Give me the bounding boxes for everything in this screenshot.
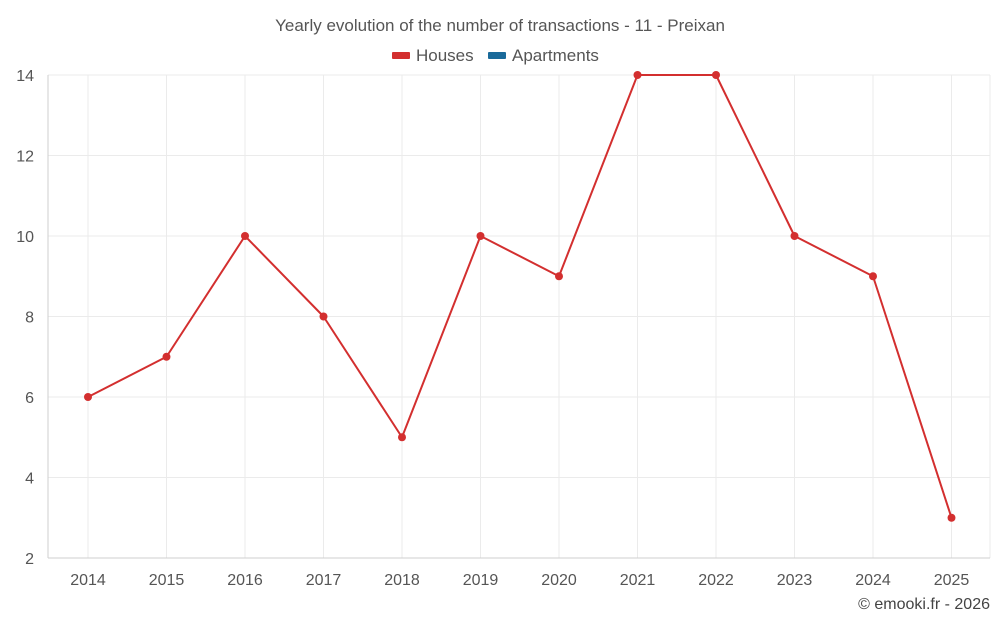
legend-item-houses[interactable]: Houses <box>392 46 474 65</box>
x-tick-label: 2014 <box>70 572 106 589</box>
data-point-houses-2020[interactable] <box>555 272 563 281</box>
data-point-houses-2021[interactable] <box>633 71 642 79</box>
x-tick-label: 2016 <box>227 572 263 589</box>
legend-swatch-houses <box>392 52 410 59</box>
credit-text: © emooki.fr - 2026 <box>858 596 990 613</box>
y-tick-label: 2 <box>25 551 34 568</box>
x-tick-label: 2017 <box>306 572 342 589</box>
x-tick-label: 2021 <box>620 572 656 589</box>
x-tick-label: 2025 <box>934 572 970 589</box>
y-tick-label: 12 <box>16 149 34 166</box>
x-tick-label: 2023 <box>777 572 813 589</box>
x-tick-label: 2024 <box>855 572 891 589</box>
data-point-houses-2017[interactable] <box>319 312 328 321</box>
data-point-houses-2016[interactable] <box>241 232 249 240</box>
legend: Houses Apartments <box>392 46 599 65</box>
legend-label-apartments: Apartments <box>512 46 599 65</box>
series-line-houses <box>87 74 953 519</box>
legend-item-apartments[interactable]: Apartments <box>488 46 599 65</box>
chart-title: Yearly evolution of the number of transa… <box>275 16 725 35</box>
data-point-houses-2014[interactable] <box>84 393 92 401</box>
data-point-houses-2018[interactable] <box>398 433 406 442</box>
data-point-houses-2022[interactable] <box>712 71 720 79</box>
data-point-houses-2019[interactable] <box>476 232 485 240</box>
y-tick-label: 6 <box>25 390 34 407</box>
data-point-houses-2024[interactable] <box>869 272 877 281</box>
x-tick-label: 2020 <box>541 572 577 589</box>
data-point-houses-2025[interactable] <box>947 513 956 522</box>
legend-swatch-apartments <box>488 52 506 59</box>
axes: 2 4 6 8 10 12 14 2014 2015 2016 2017 2018 2019 2020 20… <box>16 68 990 589</box>
x-tick-label: 2019 <box>463 572 499 589</box>
series <box>84 71 956 522</box>
x-tick-label: 2015 <box>149 572 185 589</box>
legend-label-houses: Houses <box>416 46 474 65</box>
x-tick-label: 2018 <box>384 572 420 589</box>
y-tick-label: 14 <box>16 68 34 85</box>
y-tick-label: 4 <box>25 471 34 488</box>
grid <box>48 74 991 558</box>
x-tick-label: 2022 <box>698 572 734 589</box>
data-point-houses-2023[interactable] <box>790 232 799 240</box>
y-tick-label: 8 <box>25 310 34 327</box>
data-point-houses-2015[interactable] <box>162 352 171 361</box>
y-tick-label: 10 <box>16 229 34 246</box>
